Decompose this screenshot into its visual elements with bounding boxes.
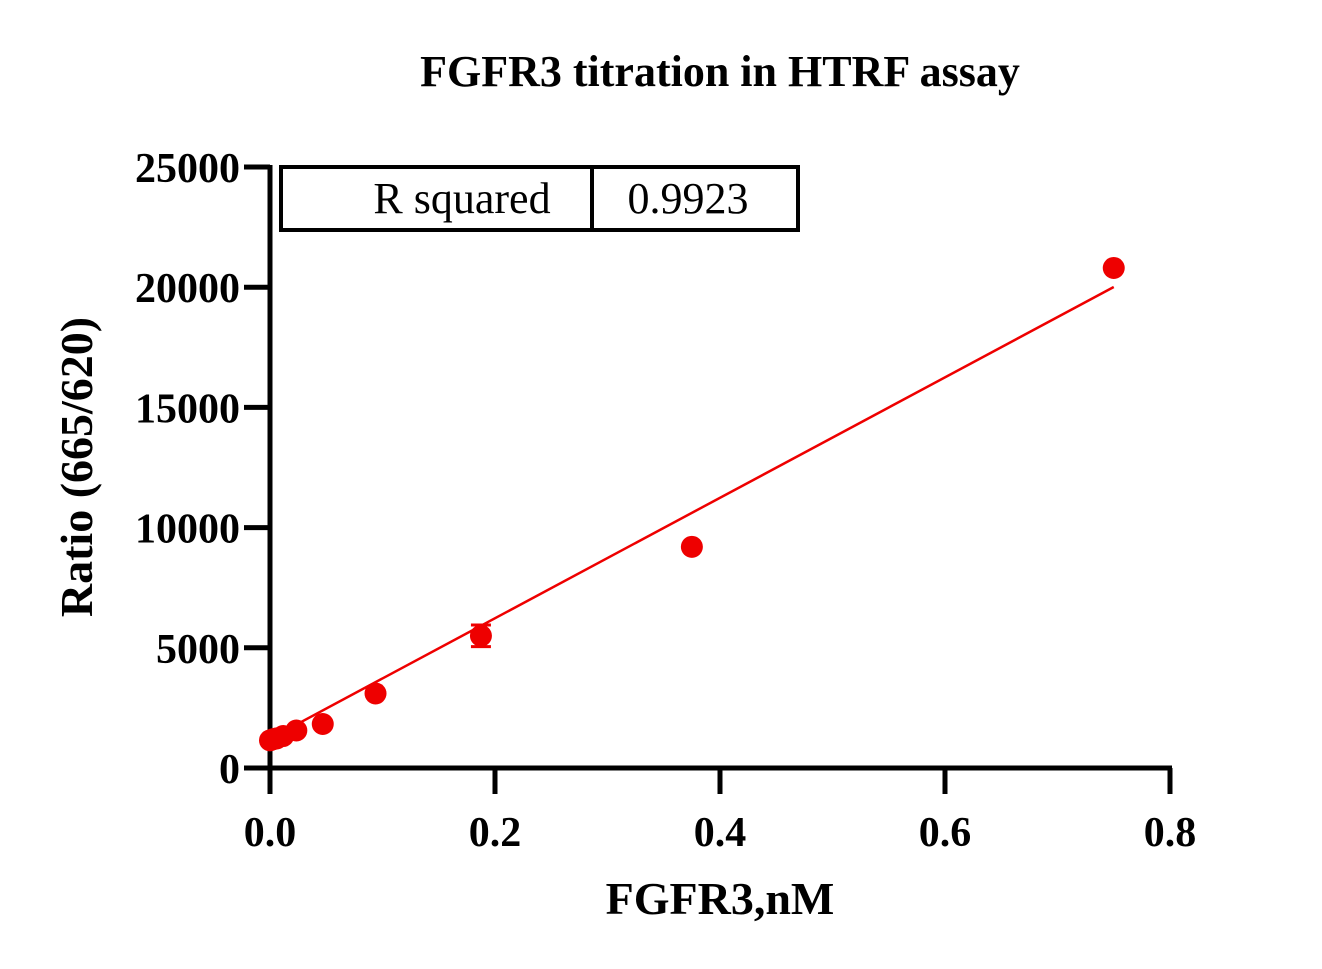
y-axis-label: Ratio (665/620) — [51, 317, 102, 617]
data-point — [311, 713, 334, 736]
data-point — [1102, 256, 1125, 279]
x-tick-label: 0.2 — [469, 810, 522, 856]
chart-title: FGFR3 titration in HTRF assay — [420, 47, 1020, 96]
data-point — [469, 624, 492, 647]
data-point — [680, 535, 703, 558]
table-label: R squared — [373, 174, 550, 223]
data-point — [285, 719, 308, 742]
x-tick-label: 0.0 — [244, 810, 297, 856]
y-tick-label: 20000 — [135, 266, 240, 312]
axes — [267, 165, 1172, 771]
data-points — [259, 256, 1125, 752]
fit-line — [269, 285, 1115, 740]
r-squared-table: R squared 0.9923 — [279, 165, 800, 232]
y-tick-label: 15000 — [135, 386, 240, 432]
y-ticks: 0 5000 10000 15000 20000 25000 — [135, 146, 270, 793]
table-border — [279, 165, 800, 232]
x-tick-label: 0.4 — [694, 810, 747, 856]
fit-line-group — [269, 285, 1115, 740]
x-ticks: 0.0 0.2 0.4 0.6 0.8 — [244, 768, 1197, 856]
table-value: 0.9923 — [628, 174, 749, 223]
y-tick-label: 10000 — [135, 507, 240, 553]
x-tick-label: 0.8 — [1144, 810, 1197, 856]
y-tick-label: 0 — [219, 747, 240, 793]
y-tick-label: 25000 — [135, 146, 240, 192]
data-point — [364, 682, 387, 705]
x-axis-label: FGFR3,nM — [606, 873, 835, 924]
x-tick-label: 0.6 — [919, 810, 972, 856]
y-tick-label: 5000 — [156, 627, 240, 673]
